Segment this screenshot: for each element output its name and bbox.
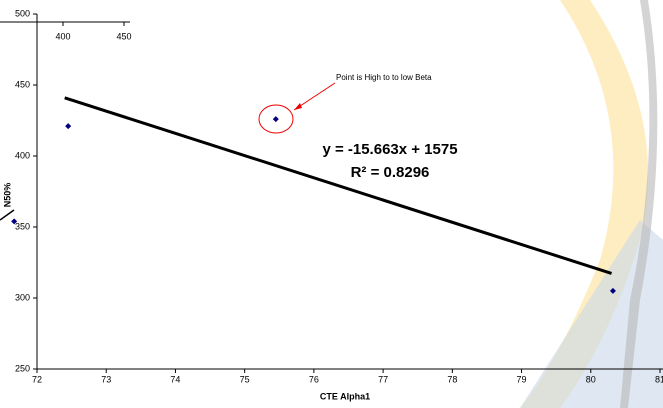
x-tick-label: 81 (655, 374, 663, 384)
decoration (0, 209, 15, 221)
inset-tick-label: 400 (55, 31, 70, 41)
x-tick-label: 72 (32, 374, 42, 384)
y-tick-label: 350 (15, 221, 30, 231)
x-axis-title: CTE Alpha1 (320, 391, 370, 401)
y-axis-title: N50% (2, 183, 12, 208)
y-tick-label: 450 (15, 79, 30, 89)
data-point (609, 287, 616, 294)
annotation-circle (258, 104, 294, 134)
x-tick-label: 75 (240, 374, 250, 384)
inset-tick-label: 450 (116, 31, 131, 41)
y-tick-label: 250 (15, 363, 30, 373)
annotation: Point is High to to low Beta (336, 73, 432, 82)
x-tick-label: 76 (309, 374, 319, 384)
data-point (11, 218, 18, 225)
r-squared: R² = 0.8296 (351, 164, 430, 181)
x-tick-label: 73 (101, 374, 111, 384)
y-tick-label: 500 (15, 8, 30, 18)
x-tick-label: 77 (378, 374, 388, 384)
data-point (65, 123, 72, 130)
x-tick-label: 74 (170, 374, 180, 384)
x-tick-label: 79 (517, 374, 527, 384)
equation: y = -15.663x + 1575 (322, 141, 457, 158)
x-tick-label: 80 (586, 374, 596, 384)
y-tick-label: 400 (15, 150, 30, 160)
annotation-arrowhead (294, 103, 302, 110)
background-decoration (520, 0, 663, 408)
x-tick-label: 78 (447, 374, 457, 384)
y-tick-label: 300 (15, 292, 30, 302)
trendline (64, 96, 613, 275)
data-point (272, 116, 279, 123)
